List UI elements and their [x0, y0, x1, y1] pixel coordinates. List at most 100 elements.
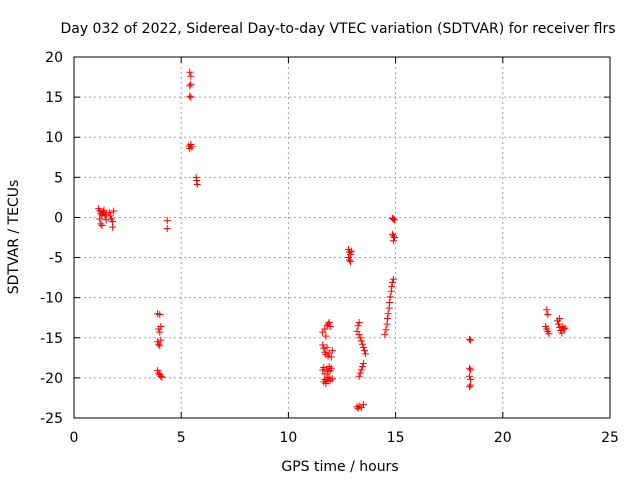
data-point — [354, 322, 362, 330]
data-point — [466, 364, 474, 372]
data-point — [391, 234, 399, 241]
data-point — [188, 143, 196, 151]
data-point — [328, 375, 336, 383]
data-point — [100, 206, 108, 214]
data-point — [355, 319, 363, 327]
y-tick-label: 0 — [54, 210, 63, 226]
y-tick-label: -10 — [40, 291, 63, 307]
data-point — [186, 68, 194, 76]
x-tick-label: 10 — [279, 430, 297, 446]
data-point — [556, 323, 564, 331]
data-point — [187, 72, 195, 80]
data-point — [327, 353, 335, 361]
data-point — [558, 329, 566, 337]
data-point — [561, 324, 569, 332]
data-point — [466, 372, 474, 380]
data-point — [467, 381, 475, 389]
data-point — [325, 319, 333, 327]
data-point — [110, 207, 118, 215]
data-point — [386, 293, 394, 301]
y-axis-tick-labels: -25 -20 -15 -10 -5 0 5 10 15 20 — [40, 50, 63, 427]
data-point — [324, 352, 332, 360]
data-point — [96, 215, 104, 223]
data-point — [187, 80, 195, 88]
data-point — [186, 82, 194, 90]
data-point — [386, 298, 394, 306]
data-point — [381, 331, 389, 339]
data-point — [347, 258, 355, 266]
data-point — [362, 350, 370, 358]
y-tick-label: -25 — [40, 411, 63, 427]
data-point — [163, 217, 171, 225]
data-point — [355, 372, 363, 380]
data-point — [155, 340, 163, 348]
data-point — [358, 363, 366, 371]
y-tick-label: -15 — [40, 331, 63, 347]
data-point — [163, 225, 171, 233]
data-point — [158, 373, 166, 381]
data-point — [157, 372, 165, 380]
data-point — [359, 343, 367, 351]
data-point — [555, 320, 563, 328]
chart-title: Day 032 of 2022, Sidereal Day-to-day VTE… — [60, 21, 615, 37]
data-point — [98, 221, 106, 229]
data-point — [98, 211, 106, 219]
data-point — [327, 364, 335, 372]
data-point — [560, 325, 568, 333]
data-point — [323, 343, 331, 351]
x-tick-label: 15 — [387, 430, 405, 446]
y-tick-label: -5 — [49, 251, 63, 267]
data-point — [193, 181, 201, 189]
data-point — [157, 323, 165, 331]
data-point — [328, 347, 336, 355]
data-point — [545, 330, 553, 338]
data-point — [543, 306, 551, 314]
data-point — [186, 92, 194, 100]
data-point — [193, 177, 201, 185]
data-point — [389, 275, 397, 283]
y-tick-label: 10 — [45, 130, 63, 146]
data-point — [102, 210, 110, 218]
y-tick-label: 5 — [54, 170, 63, 186]
data-point — [357, 366, 365, 374]
data-point — [467, 336, 475, 344]
grid-lines — [74, 57, 610, 418]
data-point — [356, 334, 364, 342]
data-point — [383, 315, 391, 323]
x-tick-label: 0 — [70, 430, 79, 446]
data-point — [187, 93, 195, 101]
data-point — [359, 359, 367, 367]
data-point — [105, 209, 113, 217]
data-point — [384, 310, 392, 318]
data-point — [466, 335, 474, 343]
data-point — [391, 216, 399, 224]
plot-frame — [73, 56, 611, 419]
data-point — [322, 332, 330, 340]
data-point — [467, 366, 475, 374]
data-point — [156, 342, 164, 350]
x-tick-label: 5 — [177, 430, 186, 446]
data-point — [361, 347, 369, 355]
y-tick-label: 20 — [45, 50, 63, 66]
data-point — [157, 336, 165, 344]
data-point — [389, 237, 397, 245]
data-point — [388, 282, 396, 290]
data-point — [325, 373, 333, 381]
data-point — [544, 311, 552, 319]
data-point — [97, 220, 105, 228]
data-point — [358, 340, 366, 348]
y-tick-label: -20 — [40, 371, 63, 387]
x-tick-label: 25 — [601, 430, 619, 446]
x-axis-label: GPS time / hours — [281, 459, 398, 475]
data-point — [156, 311, 164, 319]
data-point — [320, 344, 328, 352]
data-points — [95, 68, 569, 412]
data-point — [389, 215, 397, 223]
y-axis-label: SDTVAR / TECUs — [6, 180, 22, 295]
data-point — [359, 400, 367, 408]
data-point — [348, 247, 356, 255]
data-point — [156, 328, 164, 336]
data-point — [357, 337, 365, 345]
